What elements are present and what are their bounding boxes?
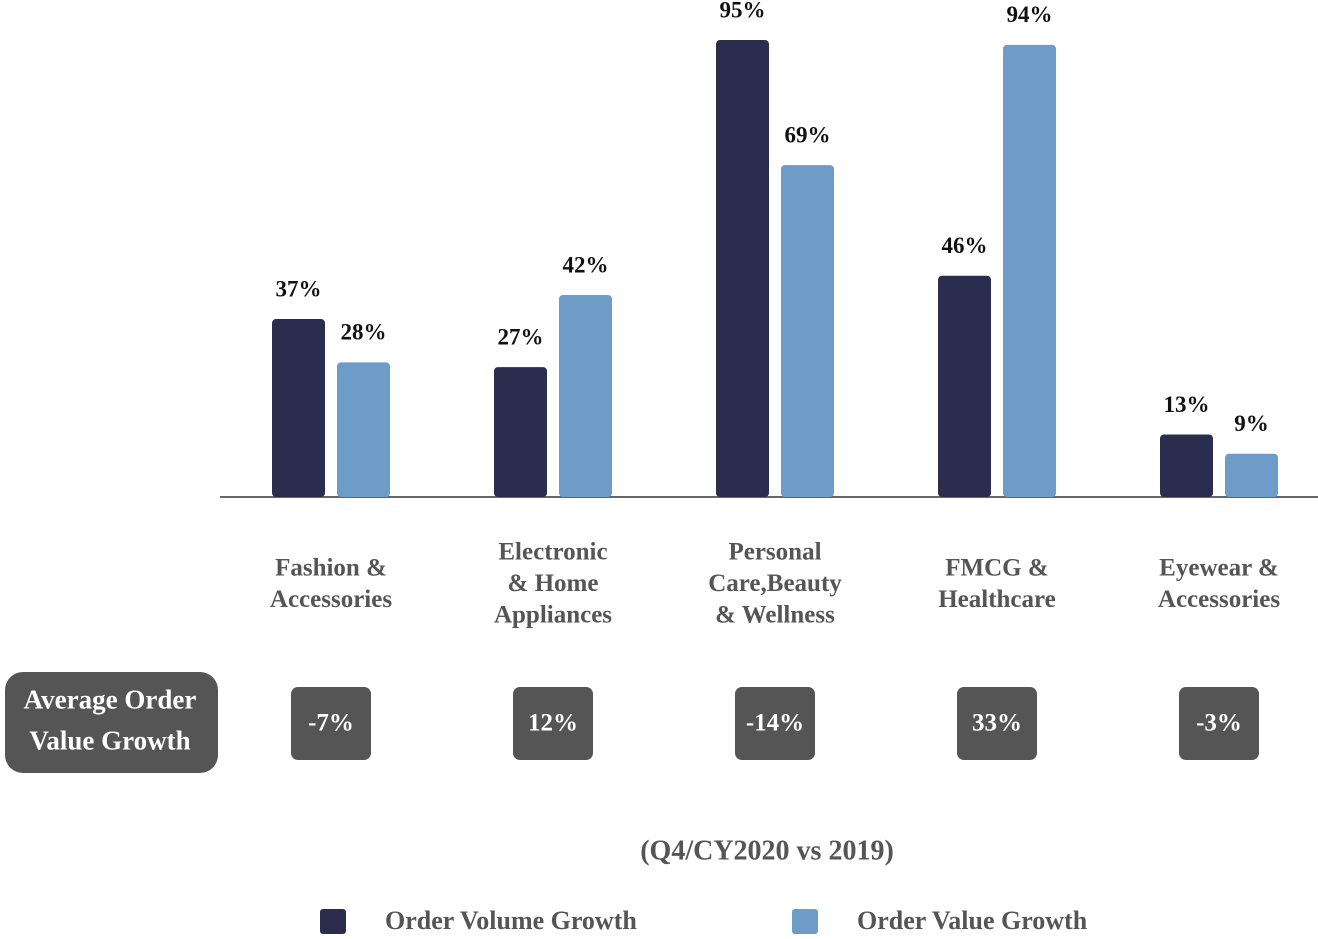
data-label: 27% [498,324,544,349]
bar [781,165,834,498]
aov-box [291,687,371,760]
aov-box [513,687,593,760]
bar [1225,453,1278,497]
data-label: 9% [1234,411,1269,436]
legend-label: Order Volume Growth [385,906,637,935]
aov-label: 33% [972,710,1022,737]
x-tick-label: FMCG & Healthcare [938,554,1056,613]
text-line: Accessories [1158,585,1280,612]
text-line: & Home [508,570,599,597]
bar [272,319,325,497]
data-label: 37% [276,276,322,301]
data-label: 94% [1007,2,1053,27]
legend-swatch [320,909,346,934]
aov-box [957,687,1037,760]
x-tick-label: Electronic & Home Appliances [494,538,612,628]
data-label: 69% [785,122,831,147]
aov-label: -3% [1196,710,1242,737]
bar [337,362,390,497]
text-line: Care,Beauty [708,570,842,597]
bar [938,275,991,497]
aov-header: Average Order Value Growth [24,685,197,756]
bar [494,367,547,497]
bar [559,294,612,497]
text-line: Value Growth [29,726,190,756]
data-label: 95% [720,0,766,22]
aov-label: -14% [746,710,804,737]
aov-label: 12% [528,710,578,737]
text-line: Healthcare [938,585,1056,612]
text-line: Eyewear & [1159,554,1279,581]
data-label: 13% [1164,392,1210,417]
legend-swatch [792,909,818,934]
aov-box [735,687,815,760]
text-line: & Wellness [715,601,835,628]
bar [716,40,769,498]
subtitle: (Q4/CY2020 vs 2019) [640,835,894,866]
text-line: Personal [728,538,821,565]
data-label: 28% [341,320,387,345]
x-tick-label: Personal Care,Beauty & Wellness [708,538,842,628]
aov-box [1179,687,1259,760]
text-line: Average Order [24,685,197,715]
x-tick-label: Eyewear & Accessories [1158,554,1280,613]
aov-header-box [5,672,218,773]
text-line: Fashion & [275,554,387,581]
legend-label: Order Value Growth [857,906,1088,935]
text-line: FMCG & [945,554,1048,581]
bar [1003,44,1056,498]
text-line: Appliances [494,601,612,628]
bar [1160,434,1213,497]
data-label: 42% [563,252,609,277]
x-tick-label: Fashion & Accessories [270,554,392,613]
data-label: 46% [942,233,988,258]
aov-label: -7% [308,710,354,737]
text-line: Accessories [270,585,392,612]
text-line: Electronic [498,538,607,565]
